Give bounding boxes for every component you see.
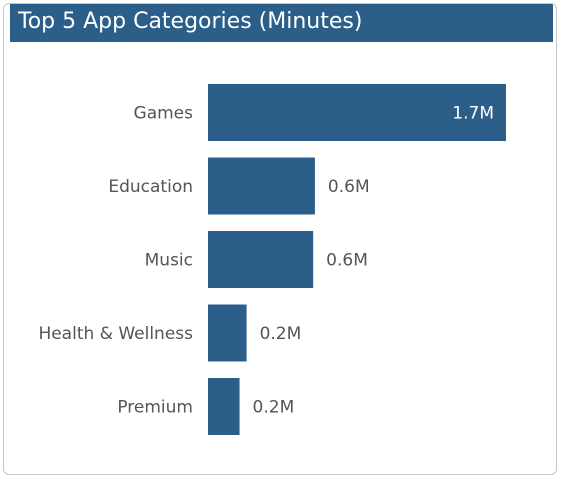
bar[interactable] bbox=[208, 231, 314, 288]
bar[interactable] bbox=[208, 304, 247, 362]
data-label: 1.7M bbox=[452, 104, 494, 124]
chart-title: Top 5 App Categories (Minutes) bbox=[18, 9, 363, 34]
data-label: 0.2M bbox=[253, 398, 295, 418]
category-label: Education bbox=[108, 177, 193, 197]
category-label: Games bbox=[134, 104, 194, 124]
bar[interactable] bbox=[208, 157, 315, 215]
title-bar: Top 5 App Categories (Minutes) bbox=[10, 4, 553, 42]
bar-group: Health & Wellness 0.2M bbox=[38, 304, 302, 362]
bar[interactable] bbox=[208, 378, 240, 435]
chart-card: Top 5 App Categories (Minutes) bbox=[3, 3, 557, 475]
bar-group: Games 1.7M bbox=[134, 84, 506, 141]
bar-group: Music 0.6M bbox=[145, 231, 368, 288]
category-label: Music bbox=[145, 251, 193, 271]
bar-group: Education 0.6M bbox=[108, 157, 370, 215]
bar[interactable] bbox=[208, 84, 506, 141]
data-label: 0.6M bbox=[328, 177, 370, 197]
category-label: Health & Wellness bbox=[38, 324, 193, 344]
category-label: Premium bbox=[117, 398, 193, 418]
data-label: 0.2M bbox=[260, 324, 302, 344]
bar-group: Premium 0.2M bbox=[117, 378, 294, 435]
data-label: 0.6M bbox=[326, 251, 368, 271]
